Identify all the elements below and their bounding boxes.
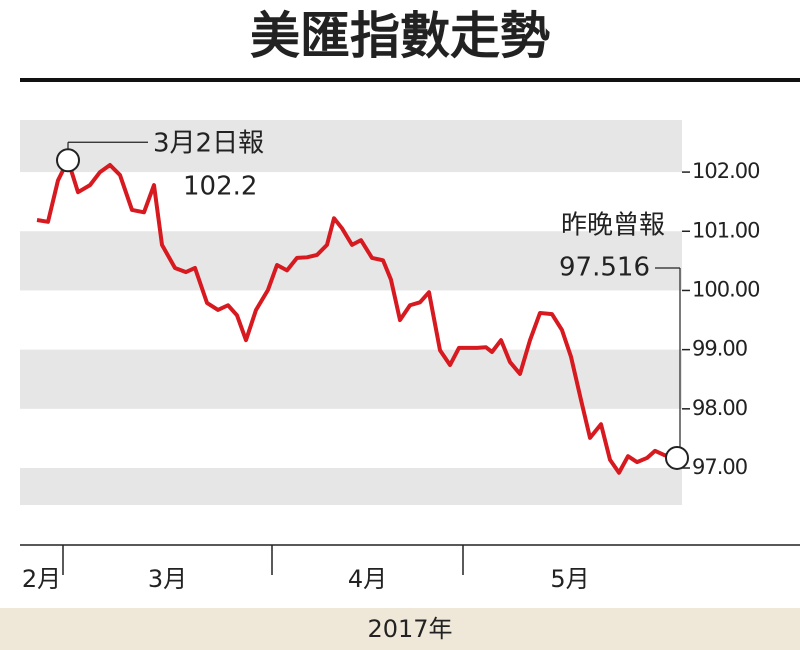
title-rule: [20, 78, 800, 82]
y-tick-label: 99.00: [692, 337, 747, 361]
y-tick-label: 101.00: [692, 218, 759, 242]
chart-title: 美匯指數走勢: [250, 6, 550, 65]
year-band: [0, 608, 800, 650]
y-tick-label: 102.00: [692, 159, 759, 183]
annotation: 3月2日報: [153, 129, 264, 159]
grid-band: [20, 468, 682, 505]
x-tick-label: 5月: [550, 565, 589, 593]
annotation: 昨晚曾報: [561, 211, 665, 241]
x-tick-label: 4月: [348, 565, 387, 593]
grid-band: [20, 120, 682, 173]
point-marker: [665, 445, 689, 470]
x-tick-label: 3月: [148, 565, 187, 593]
point-marker: [56, 148, 80, 173]
line-series: [36, 158, 678, 475]
x-axis-label: 2017年: [367, 615, 452, 643]
y-tick-label: 97.00: [692, 455, 747, 479]
annotation: 102.2: [183, 172, 257, 202]
x-tick-label: 2月: [22, 565, 61, 593]
y-tick-label: 98.00: [692, 396, 747, 420]
annotation: 97.516: [559, 253, 650, 283]
y-tick-label: 100.00: [692, 277, 759, 301]
